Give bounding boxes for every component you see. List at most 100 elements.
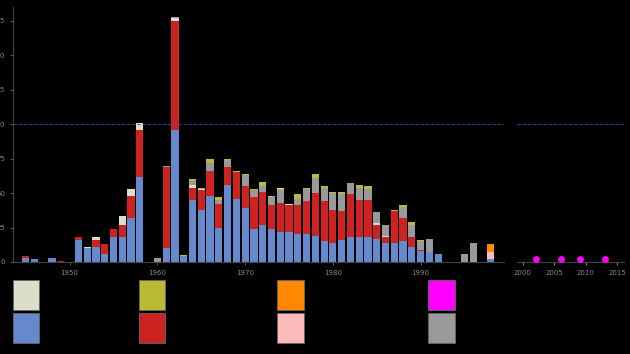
Bar — [189, 200, 196, 262]
Bar — [321, 188, 328, 201]
Bar — [338, 194, 345, 211]
Bar — [382, 237, 389, 243]
Bar — [163, 167, 169, 248]
Bar — [329, 193, 336, 210]
Bar — [93, 240, 100, 247]
Bar — [312, 178, 319, 193]
Bar — [163, 166, 169, 167]
Bar — [277, 232, 284, 262]
Bar — [171, 21, 178, 130]
Bar — [329, 243, 336, 262]
Bar — [347, 237, 354, 262]
Bar — [321, 201, 328, 241]
Bar — [189, 185, 196, 188]
Bar — [364, 200, 372, 237]
Bar — [118, 217, 126, 225]
Bar — [75, 240, 82, 262]
Bar — [373, 223, 381, 225]
Bar — [399, 218, 407, 241]
Bar — [382, 225, 389, 236]
Bar — [329, 192, 336, 193]
Bar — [268, 205, 275, 229]
Bar — [101, 244, 108, 254]
Bar — [435, 254, 442, 262]
Point — [530, 256, 541, 262]
Bar — [417, 240, 424, 241]
Bar — [250, 189, 258, 190]
Bar — [241, 175, 249, 186]
Bar — [136, 130, 144, 177]
Point — [575, 256, 585, 262]
Bar — [268, 196, 275, 197]
Bar — [198, 190, 205, 210]
Bar — [355, 185, 363, 188]
Bar — [118, 237, 126, 262]
Bar — [232, 172, 240, 199]
Bar — [373, 212, 381, 223]
Bar — [215, 204, 222, 228]
Bar — [303, 234, 310, 262]
Bar — [84, 248, 91, 262]
Bar — [285, 205, 292, 232]
Bar — [259, 186, 266, 192]
Bar — [408, 225, 415, 237]
Bar — [373, 225, 381, 239]
Bar — [31, 259, 38, 262]
Bar — [355, 188, 363, 200]
Bar — [250, 197, 258, 229]
Bar — [207, 159, 214, 163]
Bar — [198, 189, 205, 190]
Bar — [259, 225, 266, 262]
Bar — [57, 261, 64, 262]
Bar — [241, 186, 249, 208]
Bar — [171, 130, 178, 262]
Bar — [110, 237, 117, 262]
Bar — [294, 199, 301, 205]
Bar — [207, 171, 214, 196]
Bar — [224, 159, 231, 160]
Bar — [312, 236, 319, 262]
Bar — [224, 160, 231, 167]
Bar — [373, 239, 381, 262]
Bar — [163, 248, 169, 262]
Bar — [180, 256, 187, 262]
Bar — [189, 188, 196, 200]
Bar — [329, 210, 336, 243]
Bar — [426, 252, 433, 262]
Bar — [241, 174, 249, 175]
Bar — [277, 203, 284, 232]
Bar — [75, 237, 82, 240]
Bar — [382, 243, 389, 262]
Bar — [171, 18, 178, 21]
Bar — [127, 189, 135, 196]
Bar — [399, 207, 407, 218]
Bar — [338, 240, 345, 262]
Bar — [303, 189, 310, 201]
Bar — [207, 163, 214, 171]
Bar — [487, 252, 495, 259]
Bar — [250, 190, 258, 197]
Bar — [347, 183, 354, 194]
Bar — [189, 179, 196, 181]
Bar — [171, 17, 178, 18]
Bar — [277, 190, 284, 203]
Bar — [338, 192, 345, 194]
Bar — [294, 234, 301, 262]
Bar — [232, 171, 240, 172]
Bar — [391, 211, 398, 243]
Bar — [93, 237, 100, 240]
Bar — [22, 258, 30, 262]
Bar — [312, 193, 319, 236]
Bar — [22, 256, 30, 258]
Bar — [294, 205, 301, 234]
Bar — [417, 241, 424, 250]
Bar — [215, 200, 222, 204]
Bar — [487, 259, 495, 262]
Bar — [277, 188, 284, 189]
Bar — [321, 241, 328, 262]
Bar — [399, 205, 407, 207]
Bar — [154, 258, 161, 262]
Bar — [189, 181, 196, 185]
Bar — [417, 251, 424, 262]
Bar — [338, 211, 345, 240]
